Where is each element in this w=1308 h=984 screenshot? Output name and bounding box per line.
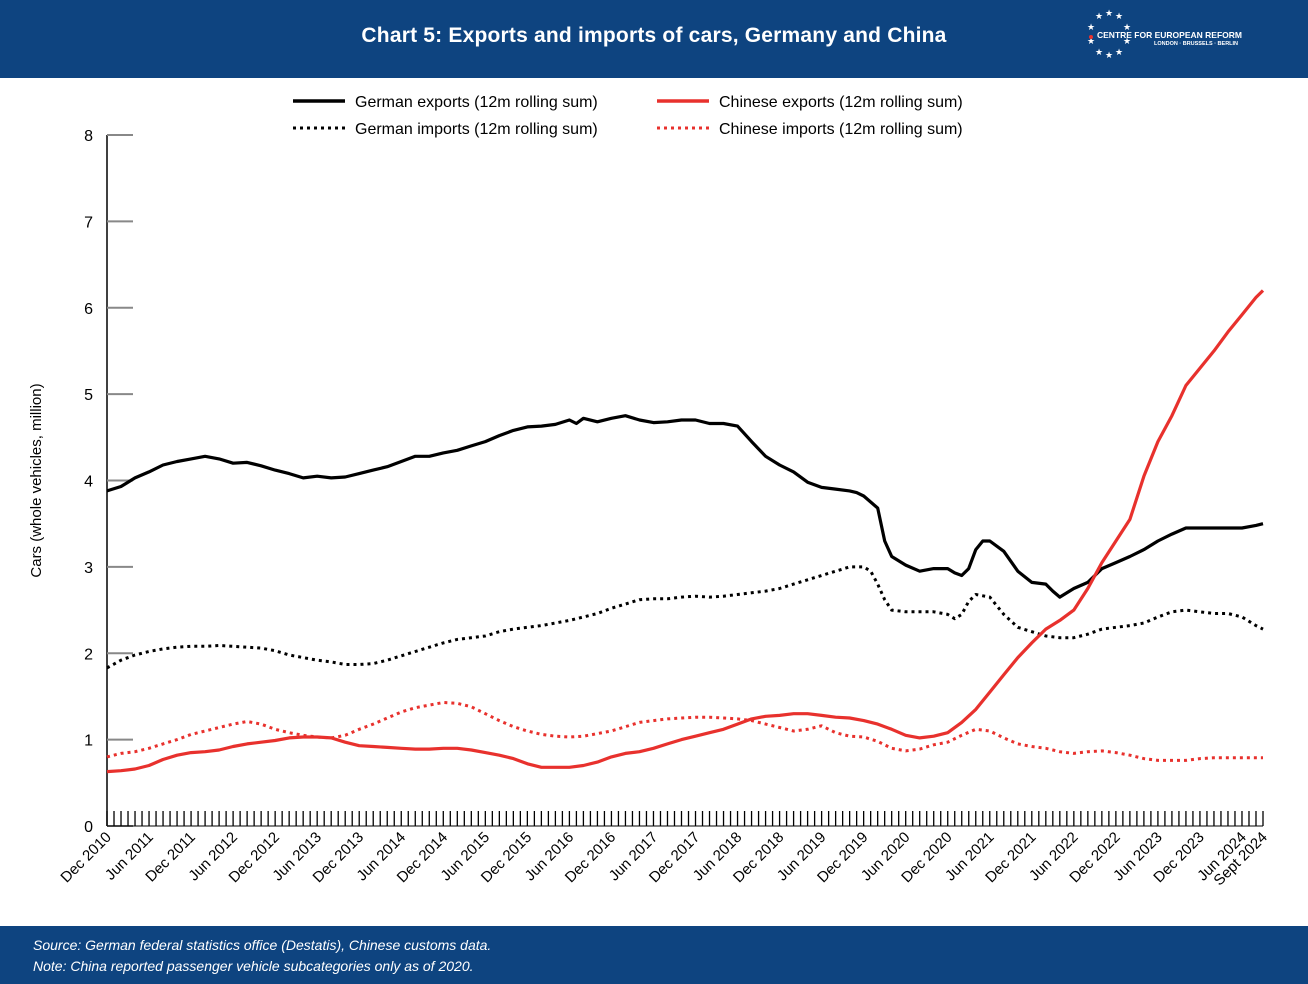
source-note: Source: German federal statistics office… bbox=[33, 937, 492, 953]
legend-label-0: German exports (12m rolling sum) bbox=[355, 94, 598, 111]
svg-text:★: ★ bbox=[1095, 12, 1103, 22]
y-tick-label: 3 bbox=[84, 560, 93, 577]
x-tick-label: Dec 2010 bbox=[57, 829, 114, 886]
chart-header: Chart 5: Exports and imports of cars, Ge… bbox=[0, 0, 1308, 78]
svg-text:★: ★ bbox=[1115, 48, 1123, 58]
y-tick-label: 5 bbox=[84, 387, 93, 404]
chart-title: Chart 5: Exports and imports of cars, Ge… bbox=[361, 24, 947, 47]
data-note: Note: China reported passenger vehicle s… bbox=[33, 958, 474, 974]
y-axis-label: Cars (whole vehicles, million) bbox=[28, 383, 45, 577]
y-tick-label: 6 bbox=[84, 301, 93, 318]
svg-text:★: ★ bbox=[1105, 9, 1113, 19]
y-tick-label: 4 bbox=[84, 474, 93, 491]
cer-logo: ★ ★ ★ ★ ★ ★ ★ ★ ★ ★ CENTRE FOR EUROPEAN REFORM… bbox=[1083, 8, 1258, 68]
line-chart: 0 1 2 3 4 5 6 7 8 Cars (whole vehicles, million) D… bbox=[28, 94, 1271, 889]
y-tick-label: 1 bbox=[84, 733, 93, 750]
svg-text:★: ★ bbox=[1087, 23, 1095, 33]
series-line-1 bbox=[106, 565, 1264, 670]
y-tick-label: 0 bbox=[84, 819, 93, 836]
y-tick-label: 8 bbox=[84, 128, 93, 145]
stars-ring-icon: ★ ★ ★ ★ ★ ★ ★ ★ ★ ★ bbox=[1087, 9, 1131, 61]
chart-footer: Source: German federal statistics office… bbox=[0, 926, 1308, 984]
series-line-2 bbox=[106, 289, 1265, 774]
y-tick-label: 2 bbox=[84, 646, 93, 663]
svg-text:★: ★ bbox=[1115, 12, 1123, 22]
legend-label-3: Chinese imports (12m rolling sum) bbox=[719, 121, 963, 138]
svg-text:★: ★ bbox=[1105, 51, 1113, 61]
series-line-3 bbox=[106, 701, 1263, 762]
svg-text:★: ★ bbox=[1087, 37, 1095, 47]
svg-text:★: ★ bbox=[1123, 23, 1131, 33]
y-tick-label: 7 bbox=[84, 214, 93, 231]
logo-name: CENTRE FOR EUROPEAN REFORM bbox=[1097, 30, 1242, 40]
legend-label-1: German imports (12m rolling sum) bbox=[355, 121, 598, 138]
svg-text:★: ★ bbox=[1123, 37, 1131, 47]
series-line-0 bbox=[106, 414, 1264, 599]
logo-cities: LONDON · BRUSSELS · BERLIN bbox=[1154, 41, 1239, 47]
svg-text:★: ★ bbox=[1095, 48, 1103, 58]
legend-label-2: Chinese exports (12m rolling sum) bbox=[719, 94, 963, 111]
